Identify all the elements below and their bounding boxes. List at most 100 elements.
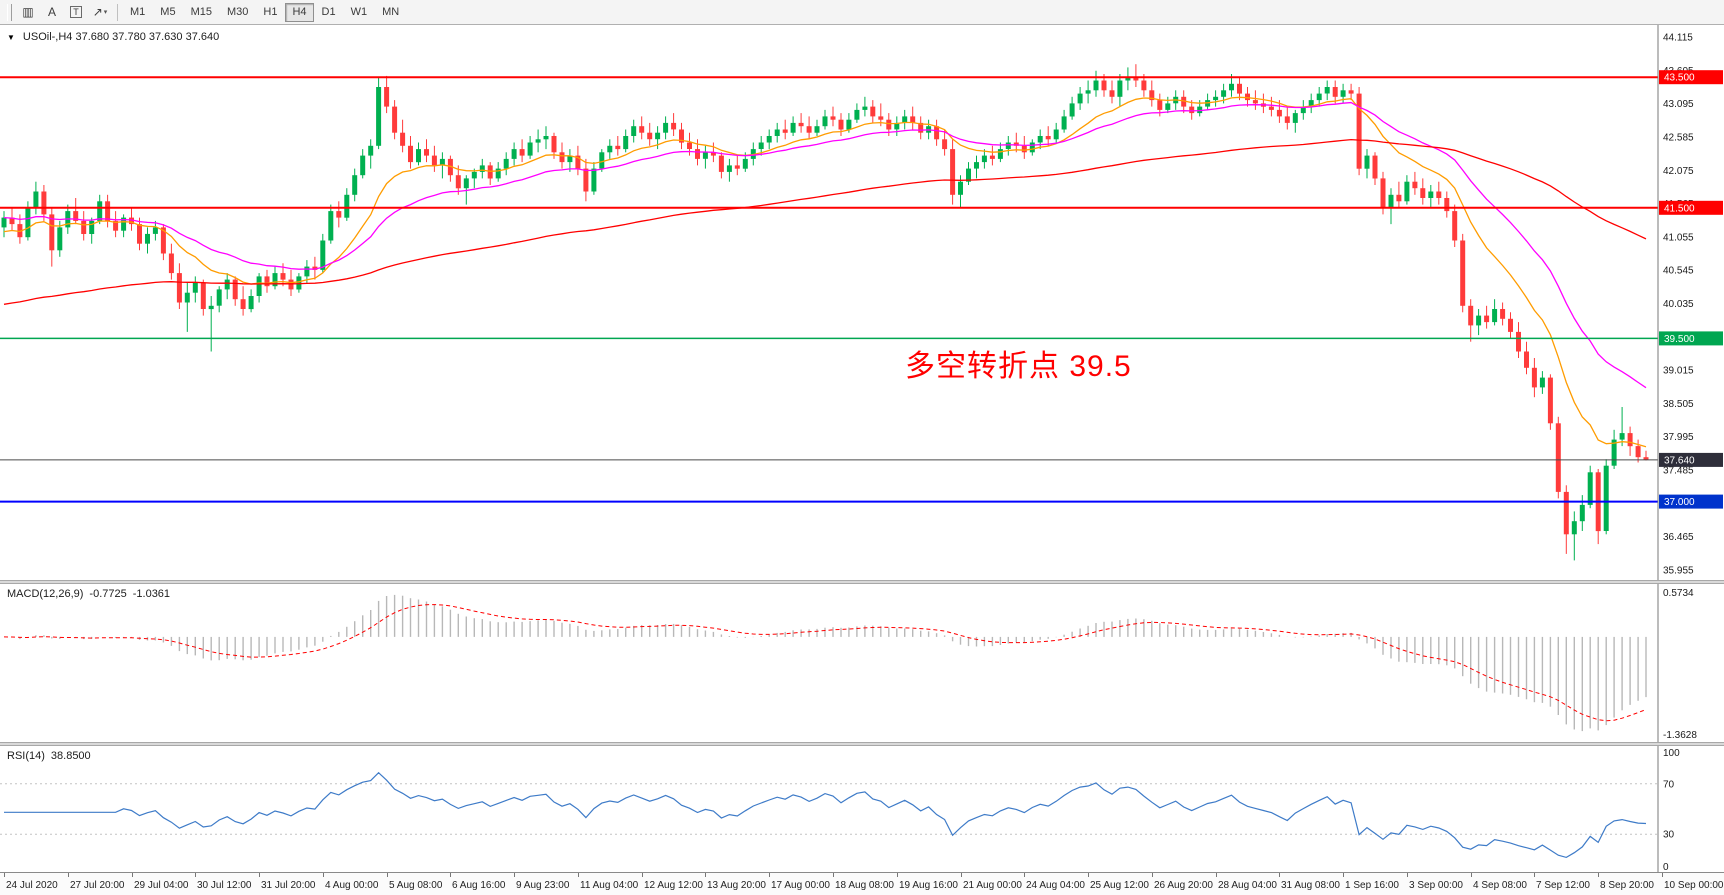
time-axis-tick bbox=[1152, 873, 1153, 877]
time-label: 11 Aug 04:00 bbox=[580, 880, 639, 891]
text-tool-button[interactable]: T bbox=[65, 2, 87, 22]
macd-signal-line bbox=[3, 604, 1647, 722]
time-label: 10 Sep 00:00 bbox=[1664, 880, 1724, 891]
chart-annotation-text[interactable]: 多空转折点 39.5 bbox=[905, 350, 1132, 383]
svg-text:0: 0 bbox=[1663, 862, 1669, 872]
timeframe-button-d1[interactable]: D1 bbox=[321, 5, 336, 18]
svg-text:37.995: 37.995 bbox=[1663, 432, 1694, 443]
main-chart-panel: 44.11543.60543.09542.58542.07541.56541.0… bbox=[0, 25, 1724, 580]
time-axis-tick bbox=[769, 873, 770, 877]
ma-fast-line bbox=[3, 96, 1647, 448]
svg-text:43.095: 43.095 bbox=[1663, 99, 1694, 110]
time-axis-tick bbox=[961, 873, 962, 877]
timeframe-button-m5[interactable]: M5 bbox=[160, 5, 176, 18]
time-axis-tick bbox=[195, 873, 196, 877]
line-studies-dropdown-button[interactable]: ↗ ▾ bbox=[89, 2, 111, 22]
candles-layer bbox=[1, 64, 1649, 561]
time-axis: 24 Jul 2020 27 Jul 20:00 29 Jul 04:00 30 Ju… bbox=[0, 872, 1724, 895]
svg-text:30: 30 bbox=[1663, 830, 1675, 841]
time-axis-tick bbox=[1024, 873, 1025, 877]
panel-divider-rsi[interactable] bbox=[0, 742, 1724, 746]
timeframe-button-m15[interactable]: M15 bbox=[190, 5, 212, 18]
cursor-a-button[interactable]: A bbox=[41, 2, 63, 22]
rsi-title: RSI(14) bbox=[7, 750, 45, 762]
time-label: 25 Aug 12:00 bbox=[1090, 880, 1149, 891]
time-label: 3 Sep 00:00 bbox=[1409, 880, 1463, 891]
time-axis-tick bbox=[132, 873, 133, 877]
svg-text:38.505: 38.505 bbox=[1663, 399, 1694, 410]
time-label: 8 Sep 20:00 bbox=[1600, 880, 1654, 891]
timeframe-button-m30[interactable]: M30 bbox=[226, 5, 249, 18]
svg-text:42.075: 42.075 bbox=[1663, 166, 1694, 177]
macd-header: MACD(12,26,9) -0.7725 -1.0361 bbox=[7, 588, 170, 600]
time-label: 31 Jul 20:00 bbox=[261, 880, 316, 891]
time-axis-tick bbox=[323, 873, 324, 877]
text-tool-icon: T bbox=[70, 6, 82, 18]
main-chart-canvas[interactable]: 44.11543.60543.09542.58542.07541.56541.0… bbox=[0, 25, 1724, 580]
time-label: 4 Sep 08:00 bbox=[1473, 880, 1527, 891]
time-label: 24 Jul 2020 bbox=[6, 880, 58, 891]
time-label: 29 Jul 04:00 bbox=[134, 880, 189, 891]
macd-value-signal: -1.0361 bbox=[132, 588, 171, 600]
time-axis-tick bbox=[642, 873, 643, 877]
time-label: 26 Aug 20:00 bbox=[1154, 880, 1213, 891]
timeframe-group: M1 M5 M15 M30 H1 H4 D1 W1 MN bbox=[123, 2, 407, 22]
timeframe-button-w1[interactable]: W1 bbox=[350, 5, 368, 18]
time-label: 12 Aug 12:00 bbox=[644, 880, 703, 891]
price-tag-43.500 bbox=[1659, 70, 1723, 85]
line-studies-dropdown-icon: ↗ bbox=[92, 5, 103, 19]
time-label: 28 Aug 04:00 bbox=[1218, 880, 1277, 891]
panel-divider-macd[interactable] bbox=[0, 580, 1724, 584]
one-click-trading-toggle-icon[interactable]: ▼ bbox=[7, 32, 15, 42]
time-axis-tick bbox=[1343, 873, 1344, 877]
dropdown-caret-icon: ▾ bbox=[103, 9, 108, 16]
svg-text:43.500: 43.500 bbox=[1664, 73, 1695, 84]
time-label: 13 Aug 20:00 bbox=[707, 880, 766, 891]
price-tag-39.500 bbox=[1659, 331, 1723, 346]
macd-axis-min-label: -1.3628 bbox=[1663, 730, 1697, 741]
chart-grid-button[interactable]: ▥ bbox=[17, 2, 39, 22]
macd-histogram bbox=[11, 594, 1647, 732]
price-tag-41.500 bbox=[1659, 200, 1723, 215]
time-label: 5 Aug 08:00 bbox=[389, 880, 443, 891]
time-axis-tick bbox=[1216, 873, 1217, 877]
toolbar: ▥ A T ↗ ▾ M1 M5 M15 M30 H1 H4 D1 W1 MN bbox=[0, 0, 1724, 25]
time-axis-tick bbox=[1534, 873, 1535, 877]
ma-mid-line bbox=[3, 101, 1647, 389]
time-label: 1 Sep 16:00 bbox=[1345, 880, 1399, 891]
svg-text:70: 70 bbox=[1663, 779, 1675, 790]
time-axis-tick bbox=[1471, 873, 1472, 877]
price-tag-37.000 bbox=[1659, 494, 1723, 509]
svg-text:40.545: 40.545 bbox=[1663, 266, 1694, 277]
time-axis-tick bbox=[259, 873, 260, 877]
toolbar-grip[interactable] bbox=[7, 3, 12, 21]
time-axis-tick bbox=[1598, 873, 1599, 877]
time-axis-tick bbox=[387, 873, 388, 877]
svg-text:37.485: 37.485 bbox=[1663, 466, 1694, 477]
svg-text:39.500: 39.500 bbox=[1664, 334, 1695, 345]
svg-text:37.640: 37.640 bbox=[1664, 455, 1695, 466]
chart-grid-icon: ▥ bbox=[22, 5, 34, 19]
time-axis-tick bbox=[68, 873, 69, 877]
rsi-axis-labels: 100 70 30 0 bbox=[1663, 748, 1680, 872]
timeframe-button-m1[interactable]: M1 bbox=[130, 5, 146, 18]
svg-text:41.500: 41.500 bbox=[1664, 203, 1695, 214]
timeframe-button-h4[interactable]: H4 bbox=[285, 2, 314, 22]
price-tag-37.640 bbox=[1659, 452, 1723, 467]
svg-text:40.035: 40.035 bbox=[1663, 299, 1694, 310]
rsi-canvas[interactable]: 100 70 30 0 bbox=[0, 746, 1724, 872]
symbol-ohlc-text: USOil-,H4 37.680 37.780 37.630 37.640 bbox=[22, 31, 220, 43]
macd-canvas[interactable]: 0.5734 -1.3628 bbox=[0, 584, 1724, 742]
time-label: 7 Sep 12:00 bbox=[1536, 880, 1590, 891]
timeframe-button-h1[interactable]: H1 bbox=[263, 5, 278, 18]
tool-button-group: ▥ A T ↗ ▾ bbox=[16, 2, 112, 22]
symbol-header: ▼ USOil-,H4 37.680 37.780 37.630 37.640 bbox=[7, 31, 219, 43]
time-label: 17 Aug 00:00 bbox=[771, 880, 830, 891]
macd-value-main: -0.7725 bbox=[89, 588, 127, 600]
svg-text:41.055: 41.055 bbox=[1663, 232, 1694, 243]
time-label: 31 Aug 08:00 bbox=[1281, 880, 1340, 891]
timeframe-button-mn[interactable]: MN bbox=[382, 5, 400, 18]
rsi-line bbox=[4, 771, 1647, 859]
time-label: 24 Aug 04:00 bbox=[1026, 880, 1085, 891]
time-label: 21 Aug 00:00 bbox=[963, 880, 1022, 891]
